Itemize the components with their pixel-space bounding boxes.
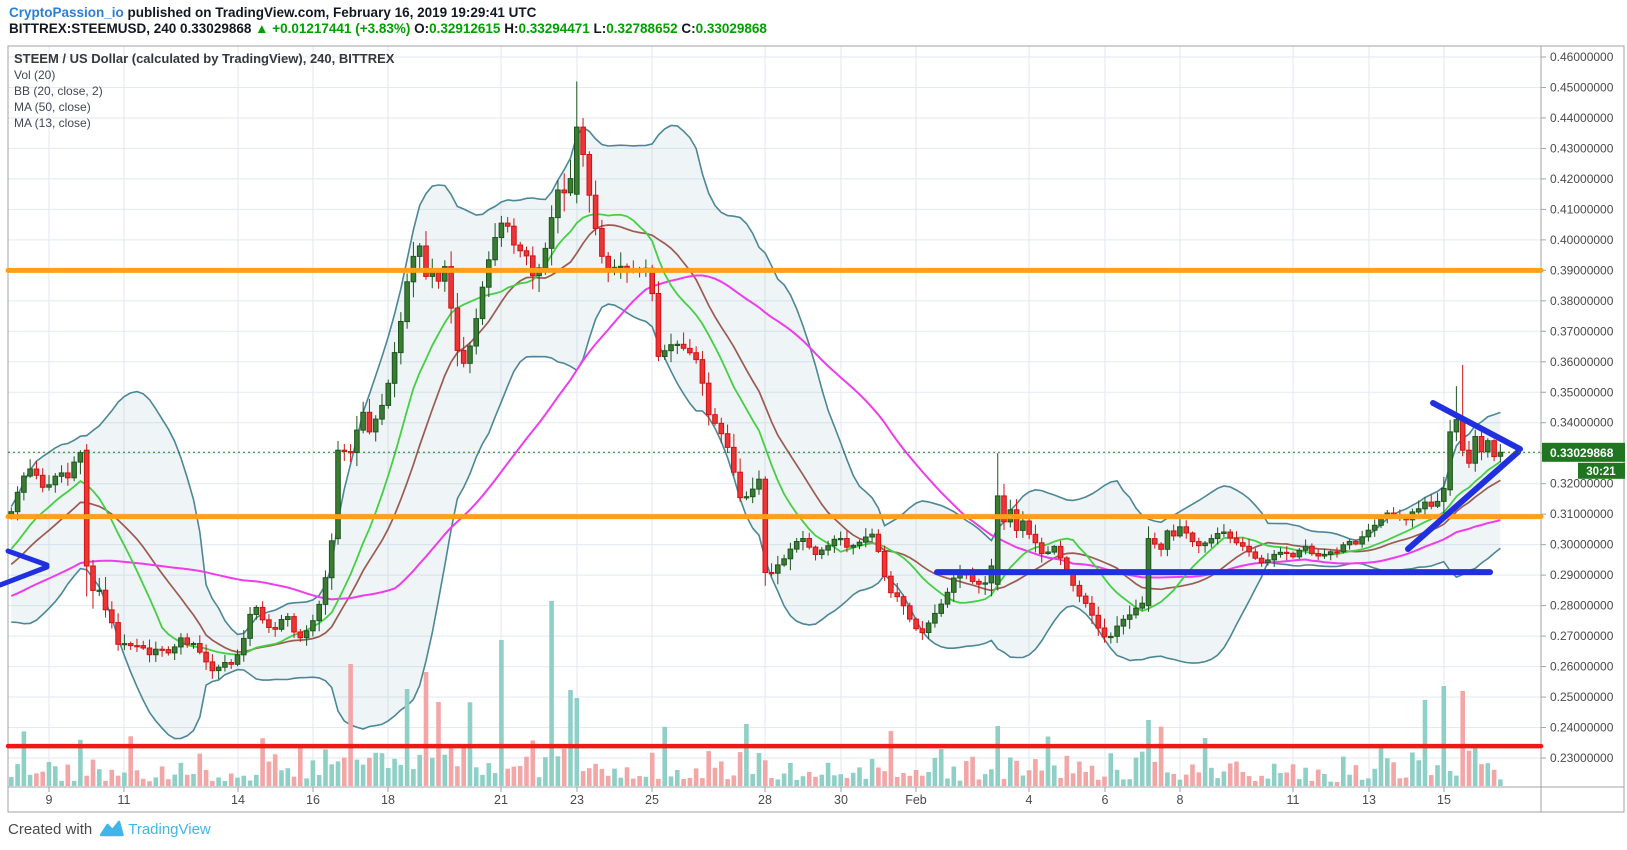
price-axis[interactable]: 0.46000000 0.45000000 0.44000000 0.43000000… [1541, 46, 1627, 812]
tradingview-logo-icon [100, 820, 124, 837]
price-tick-label: 0.44000000 [1550, 111, 1614, 125]
legend-ma13[interactable]: MA (13, close) [14, 116, 91, 130]
price-tick-label: 0.28000000 [1550, 599, 1614, 613]
price-tick-label: 0.39000000 [1550, 263, 1614, 277]
countdown-text: 30:21 [1586, 466, 1616, 478]
price-tick-label: 0.29000000 [1550, 568, 1614, 582]
last-price-badge-text: 0.33029868 [1550, 446, 1614, 460]
price-tick-label: 0.25000000 [1550, 690, 1614, 704]
bollinger-band [10, 124, 1501, 740]
time-tick-label[interactable]: 8 [1177, 793, 1184, 807]
low-value: 0.32788652 [606, 21, 678, 36]
time-tick-label[interactable]: 18 [381, 793, 395, 807]
symbol-line: BITTREX:STEEMUSD, 240 0.33029868 ▲ +0.01… [9, 21, 767, 36]
time-tick-label[interactable]: 6 [1102, 793, 1109, 807]
time-tick-label[interactable]: 11 [1287, 793, 1300, 807]
legend-bollinger[interactable]: BB (20, close, 2) [14, 84, 103, 98]
price-tick-label: 0.27000000 [1550, 629, 1614, 643]
chart-frame [7, 45, 1625, 813]
price-tick-label: 0.41000000 [1550, 202, 1614, 216]
time-tick-label[interactable]: 11 [118, 793, 131, 807]
time-tick-label[interactable]: 15 [1437, 793, 1451, 807]
grid-lines [8, 46, 1541, 787]
price-tick-label: 0.26000000 [1550, 660, 1614, 674]
price-tick-label: 0.46000000 [1550, 50, 1614, 64]
symbol-interval[interactable]: BITTREX:STEEMUSD, 240 [9, 21, 177, 36]
price-tick-label: 0.30000000 [1550, 538, 1614, 552]
attribution-footer: Created with TradingView [8, 820, 211, 838]
pennant-upper[interactable] [1430, 400, 1523, 452]
countdown-badge: 30:21 [1578, 462, 1625, 479]
price-tick-label: 0.43000000 [1550, 141, 1614, 155]
price-tick-label: 0.42000000 [1550, 172, 1614, 186]
publish-text: published on TradingView.com, February 1… [123, 5, 537, 20]
price-tick-label: 0.37000000 [1550, 324, 1614, 338]
left-arrow-lower[interactable] [0, 564, 50, 588]
price-tick-label: 0.23000000 [1550, 751, 1614, 765]
tradingview-wordmark[interactable]: TradingView [128, 820, 211, 838]
high-label: H: [500, 21, 519, 36]
pennant-lower[interactable] [1405, 449, 1521, 552]
price-tick-label: 0.31000000 [1550, 507, 1614, 521]
time-tick-label[interactable]: 4 [1026, 793, 1033, 807]
price-tick-label: 0.40000000 [1550, 233, 1614, 247]
header-change: +0.01217441 (+3.83%) [268, 21, 415, 36]
price-tick-label: 0.32000000 [1550, 477, 1614, 491]
time-tick-label[interactable]: 9 [46, 793, 53, 807]
time-tick-label[interactable]: 13 [1362, 793, 1376, 807]
publish-line: CryptoPassion_io published on TradingVie… [9, 5, 536, 20]
drawing-objects[interactable] [0, 267, 1544, 749]
legend-ma50[interactable]: MA (50, close) [14, 100, 91, 114]
time-axis[interactable]: 9 11 14 16 18 21 23 25 28 30 Feb 4 6 8 11 13 15 [46, 787, 1451, 807]
chart-legend: STEEM / US Dollar (calculated by Trading… [14, 50, 394, 131]
volume-bars [9, 601, 1503, 786]
time-tick-label[interactable]: 16 [306, 793, 320, 807]
high-value: 0.33294471 [518, 21, 590, 36]
change-arrow-icon: ▲ [255, 21, 269, 36]
time-tick-label[interactable]: 14 [231, 793, 245, 807]
low-label: L: [589, 21, 607, 36]
price-tick-label: 0.34000000 [1550, 416, 1614, 430]
ma-13-line [10, 213, 1501, 656]
price-tick-label: 0.45000000 [1550, 80, 1614, 94]
time-tick-label[interactable]: 30 [834, 793, 848, 807]
last-price-badge[interactable]: 0.33029868 [1542, 442, 1625, 462]
price-tick-label: 0.36000000 [1550, 355, 1614, 369]
close-value: 0.33029868 [695, 21, 767, 36]
price-tick-label: 0.24000000 [1550, 721, 1614, 735]
price-tick-label: 0.38000000 [1550, 294, 1614, 308]
time-tick-label[interactable]: 28 [758, 793, 772, 807]
legend-volume[interactable]: Vol (20) [14, 68, 56, 82]
price-tick-label: 0.35000000 [1550, 385, 1614, 399]
open-label: O: [414, 21, 430, 36]
time-tick-label[interactable]: 25 [645, 793, 659, 807]
open-value: 0.32912615 [429, 21, 501, 36]
time-tick-label[interactable]: 23 [570, 793, 584, 807]
created-with-text: Created with [8, 820, 93, 838]
time-tick-label[interactable]: Feb [905, 793, 927, 807]
close-label: C: [677, 21, 696, 36]
author-link[interactable]: CryptoPassion_io [9, 5, 124, 20]
ma-50-line [10, 274, 1501, 601]
left-arrow-upper[interactable] [5, 548, 50, 568]
header-last-price: 0.33029868 [176, 21, 256, 36]
legend-title[interactable]: STEEM / US Dollar (calculated by Trading… [14, 51, 395, 66]
time-tick-label[interactable]: 21 [494, 793, 508, 807]
